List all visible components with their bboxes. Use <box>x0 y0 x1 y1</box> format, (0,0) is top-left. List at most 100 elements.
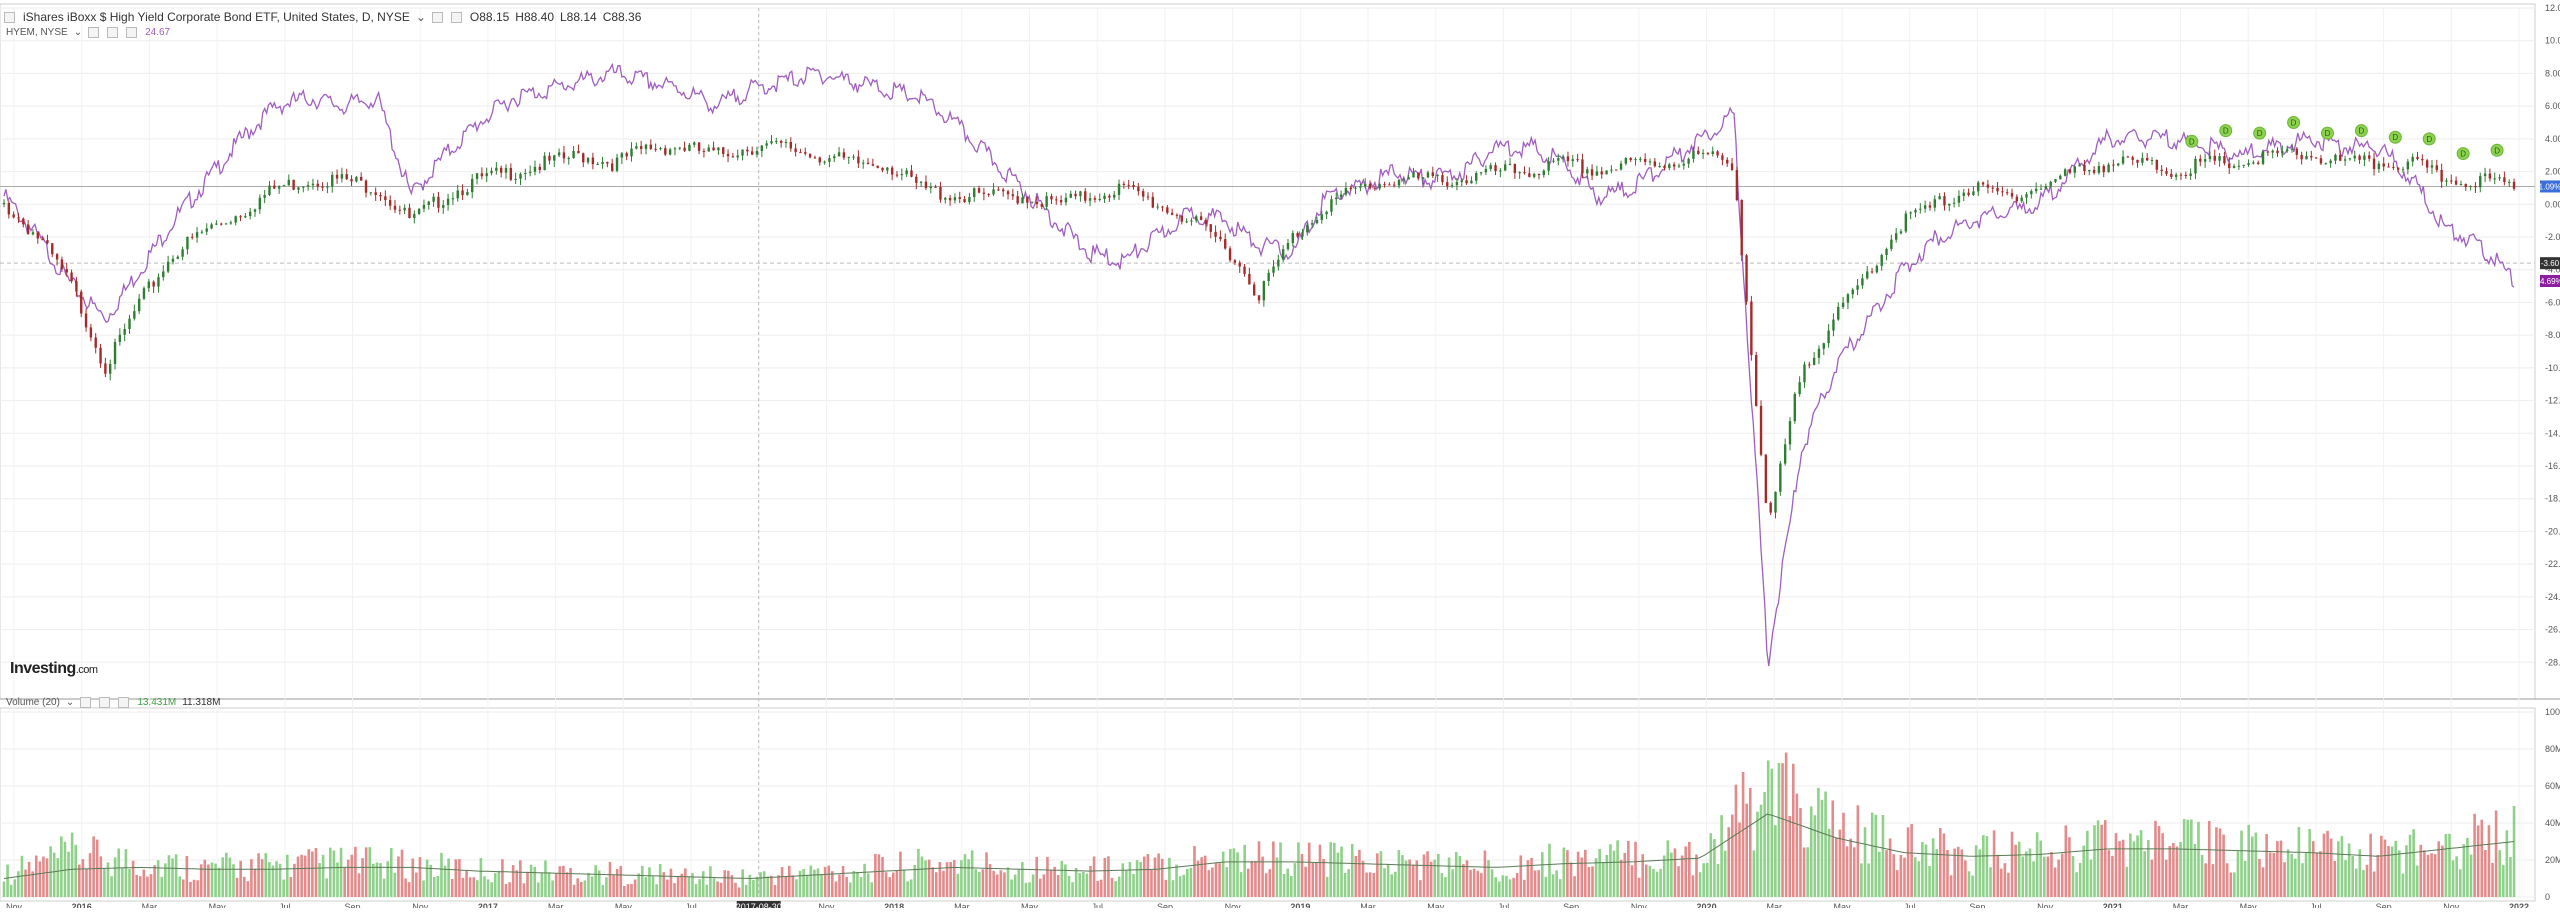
candle-body <box>1610 169 1613 171</box>
candle-body <box>1851 289 1854 295</box>
volume-bar <box>698 879 701 897</box>
candle-body <box>118 334 122 342</box>
candle-body <box>1392 184 1396 186</box>
volume-bar <box>544 860 547 897</box>
volume-bar <box>2319 851 2322 897</box>
x-tick-label: 2017-08-30 <box>736 902 782 908</box>
compare-close-icon[interactable] <box>126 27 138 38</box>
volume-bar <box>174 854 178 897</box>
candle-body <box>1711 151 1714 155</box>
volume-bar <box>1838 829 1842 897</box>
volume-bar <box>2175 846 2179 897</box>
volume-bar <box>1497 881 1501 897</box>
volume-bar <box>1824 791 1827 897</box>
volume-bar <box>1157 853 1160 897</box>
candle-body <box>1977 182 1980 192</box>
volume-settings-icon[interactable] <box>80 697 92 708</box>
volume-bar <box>1852 847 1856 897</box>
volume-menu-icon[interactable]: ⌄ <box>65 697 75 708</box>
candle-body <box>22 218 25 225</box>
volume-bar <box>497 870 501 897</box>
candle-body <box>944 197 947 200</box>
volume-bar <box>339 847 343 897</box>
candle-body <box>1861 278 1864 286</box>
volume-bar <box>1748 788 1752 897</box>
candle-body <box>113 341 117 365</box>
volume-bar <box>1315 863 1318 897</box>
volume-bar <box>343 867 346 897</box>
volume-bar <box>1960 849 1964 897</box>
volume-bar <box>1913 857 1917 897</box>
volume-bar <box>1361 860 1365 897</box>
candle-body <box>635 146 638 149</box>
candle-body <box>2179 174 2183 176</box>
legend-collapse-icon[interactable] <box>4 11 15 23</box>
candle-body <box>1161 206 1164 208</box>
volume-bar <box>730 875 734 897</box>
candle-body <box>1450 185 1454 187</box>
candle-body <box>1069 193 1072 198</box>
compare-settings-icon[interactable] <box>88 27 100 38</box>
volume-bar <box>999 870 1003 897</box>
volume-bar <box>2207 821 2211 897</box>
candle-body <box>200 231 204 233</box>
volume-bar <box>1254 861 1257 897</box>
volume-bar <box>38 861 42 897</box>
volume-bar <box>1171 880 1175 897</box>
volume-bar <box>2182 819 2186 897</box>
candle-body <box>1894 233 1898 240</box>
compare-visibility-icon[interactable] <box>107 27 119 38</box>
volume-bar <box>1071 882 1074 897</box>
volume-bar <box>1856 805 1860 897</box>
volume-bar <box>99 856 103 897</box>
dividend-marker-icon <box>2490 143 2504 157</box>
candle-body <box>258 197 262 210</box>
candle-body <box>1349 187 1352 189</box>
volume-bar <box>1279 842 1282 897</box>
x-tick-label: Mar <box>142 902 158 908</box>
volume-bar <box>203 859 207 897</box>
x-tick-label: Jul <box>1498 902 1510 908</box>
volume-visibility-icon[interactable] <box>99 697 111 708</box>
candle-body <box>108 364 112 374</box>
candle-body <box>895 174 899 176</box>
candle-body <box>1180 215 1183 222</box>
volume-bar <box>748 874 752 897</box>
volume-bar <box>1523 879 1526 897</box>
volume-bar <box>117 848 121 897</box>
candle-body <box>1035 201 1039 205</box>
volume-bar <box>2111 855 2114 897</box>
volume-bar <box>242 876 246 897</box>
candle-body <box>2503 177 2506 183</box>
volume-bar <box>207 864 210 897</box>
legend-menu-icon[interactable]: ⌄ <box>415 10 426 24</box>
compare-menu-icon[interactable]: ⌄ <box>73 27 83 38</box>
candle-body <box>2396 167 2400 170</box>
volume-bar <box>949 862 952 897</box>
candle-body <box>862 162 865 164</box>
volume-bar <box>1906 827 1910 897</box>
candle-body <box>195 232 199 238</box>
volume-bar <box>2193 844 2197 897</box>
candle-body <box>1706 152 1710 155</box>
volume-bar <box>870 882 874 897</box>
volume-bar <box>2154 820 2157 897</box>
candle-body <box>1547 161 1550 171</box>
legend-close-icon[interactable] <box>450 11 462 23</box>
volume-close-icon[interactable] <box>118 697 130 708</box>
legend-settings-icon[interactable] <box>431 11 443 23</box>
candle-body <box>1470 180 1473 184</box>
candle-body <box>992 189 995 195</box>
volume-bar <box>942 870 945 897</box>
candle-body <box>335 174 339 179</box>
volume-bar <box>583 880 587 897</box>
volume-bar <box>1562 847 1566 897</box>
candle-body <box>2025 194 2028 198</box>
candle-body <box>137 298 141 312</box>
candle-body <box>2059 175 2062 180</box>
volume-bar <box>2444 833 2448 897</box>
volume-bar <box>1601 862 1605 897</box>
candle-body <box>1441 175 1444 183</box>
